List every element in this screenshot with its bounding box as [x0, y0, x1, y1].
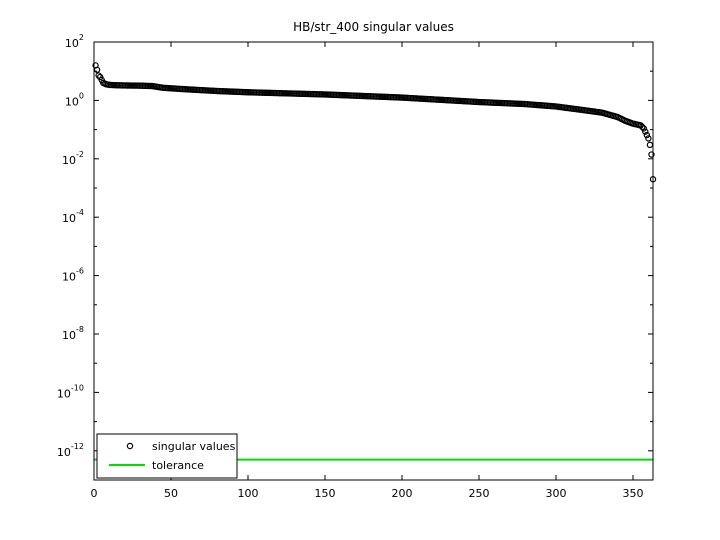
- x-tick-label: 0: [91, 487, 98, 500]
- y-tick-label: 10-4: [62, 208, 84, 225]
- legend: singular values tolerance: [96, 433, 238, 479]
- axes-box: [93, 41, 654, 481]
- y-tick-label: 10-10: [57, 383, 84, 400]
- data-point: [642, 128, 649, 135]
- x-tick-label: 100: [237, 487, 258, 500]
- data-point: [646, 141, 654, 149]
- plot-area: [92, 62, 657, 461]
- data-point: [645, 135, 652, 142]
- y-tick-label: 102: [65, 33, 84, 50]
- x-tick-label: 50: [164, 487, 178, 500]
- data-point: [640, 125, 647, 132]
- data-point: [648, 151, 655, 158]
- chart-title: HB/str_400 singular values: [293, 20, 454, 34]
- legend-marker-singular-values: [126, 442, 134, 450]
- axes: 0 50 100 150 200 250 300 350 102 100 10-2 10-4 10-6 1…: [57, 33, 654, 500]
- y-tick-label: 10-12: [57, 442, 84, 459]
- x-tick-label: 150: [314, 487, 335, 500]
- data-point: [643, 131, 651, 139]
- x-tick-label: 350: [622, 487, 643, 500]
- y-tick-label: 100: [65, 91, 84, 108]
- y-tick-label: 10-8: [62, 325, 84, 342]
- legend-label-singular-values: singular values: [152, 440, 236, 453]
- y-tick-label: 10-6: [62, 267, 84, 284]
- x-tick-label: 200: [391, 487, 412, 500]
- x-tick-label: 250: [468, 487, 489, 500]
- data-point: [639, 123, 646, 131]
- data-point: [95, 72, 102, 79]
- legend-label-tolerance: tolerance: [152, 459, 204, 472]
- legend-box: [96, 433, 238, 479]
- y-tick-label: 10-2: [62, 150, 84, 167]
- x-tick-label: 300: [545, 487, 566, 500]
